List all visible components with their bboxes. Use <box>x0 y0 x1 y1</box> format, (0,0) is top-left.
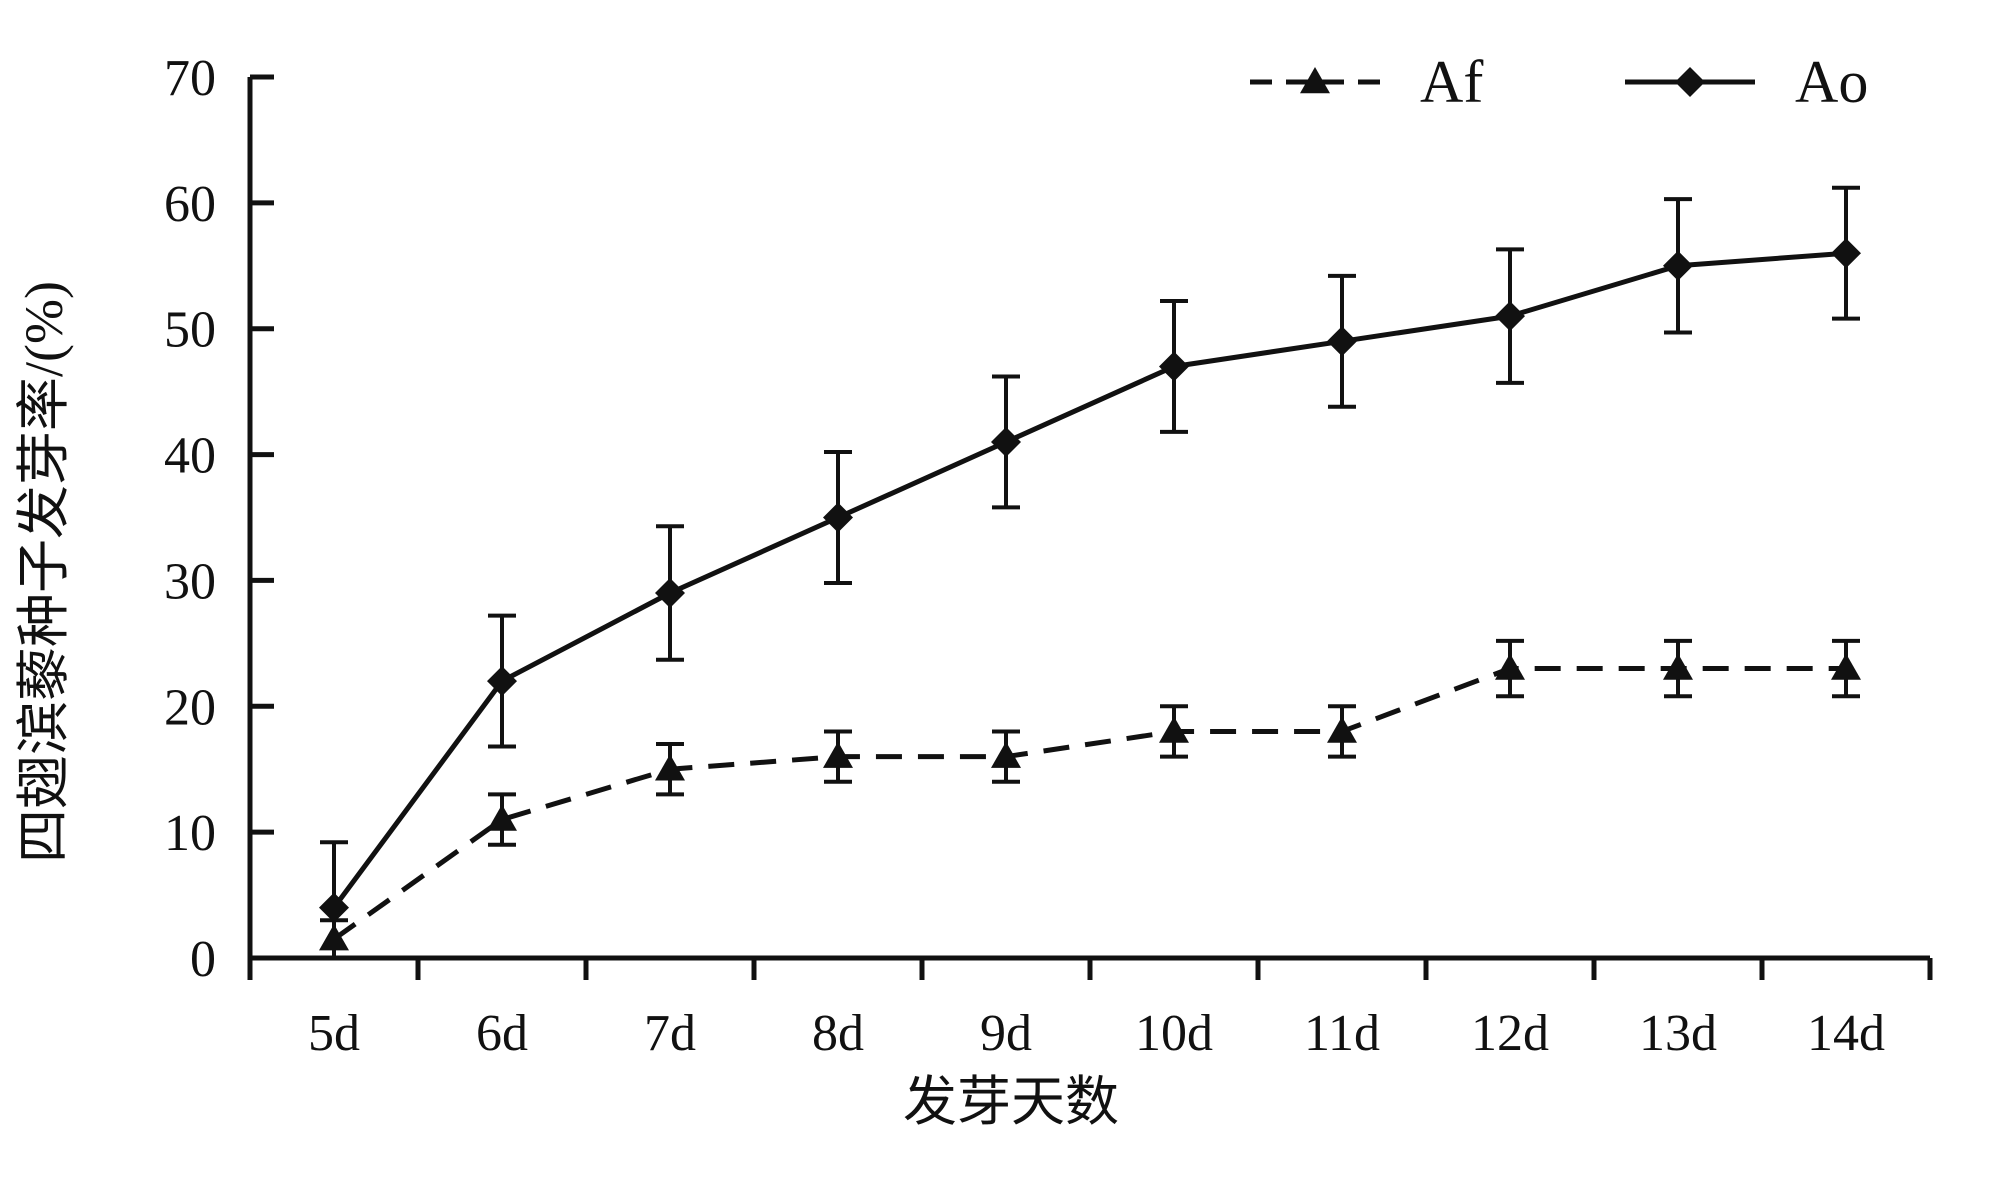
legend-item-ao: Ao <box>1625 49 1868 115</box>
y-tick-label: 30 <box>164 553 216 610</box>
data-point-af <box>823 741 853 768</box>
data-point-af <box>1327 716 1357 743</box>
y-tick-label: 70 <box>164 50 216 107</box>
x-tick-label: 6d <box>476 1005 528 1062</box>
y-tick-label: 50 <box>164 302 216 359</box>
data-point-ao <box>1159 351 1189 382</box>
legend-item-af: Af <box>1250 49 1483 115</box>
data-point-af <box>991 741 1021 768</box>
data-point-ao <box>487 666 517 697</box>
x-tick-label: 11d <box>1304 1005 1380 1062</box>
legend-marker-ao <box>1675 67 1705 97</box>
legend: Af Ao <box>1250 49 1868 115</box>
y-tick-label: 20 <box>164 679 216 736</box>
legend-label-ao: Ao <box>1795 49 1868 115</box>
x-axis-title: 发芽天数 <box>903 1072 1119 1132</box>
y-tick-label: 60 <box>164 176 216 233</box>
data-point-af <box>1663 653 1693 680</box>
x-tick-label: 9d <box>980 1005 1032 1062</box>
data-point-af <box>487 804 517 831</box>
series-line-ao <box>331 250 1847 910</box>
data-point-af <box>1495 653 1525 680</box>
data-point-ao <box>1831 238 1861 269</box>
data-point-af <box>655 754 685 781</box>
data-point-af <box>1159 716 1189 743</box>
x-axis-ticks: 5d 6d 7d 8d 9d 10d 11d 12d 13d 14d <box>247 958 1933 1062</box>
data-point-ao <box>319 892 349 923</box>
legend-label-af: Af <box>1420 49 1483 115</box>
data-point-af <box>1831 653 1861 680</box>
data-point-ao <box>1663 250 1693 281</box>
data-point-ao <box>991 426 1021 457</box>
legend-marker-af <box>1300 67 1330 94</box>
x-tick-label: 13d <box>1639 1005 1717 1062</box>
data-point-ao <box>1327 326 1357 357</box>
y-axis-ticks: 0 10 20 30 40 50 60 70 <box>164 50 274 988</box>
x-tick-label: 8d <box>812 1005 864 1062</box>
y-tick-label: 10 <box>164 805 216 862</box>
series-layer <box>319 185 1861 960</box>
x-tick-label: 14d <box>1807 1005 1885 1062</box>
data-point-ao <box>823 502 853 533</box>
y-tick-label: 40 <box>164 428 216 485</box>
x-tick-label: 5d <box>308 1005 360 1062</box>
series-ao <box>319 185 1861 960</box>
series-af <box>319 638 1861 960</box>
x-tick-label: 12d <box>1471 1005 1549 1062</box>
data-point-ao <box>1495 301 1525 332</box>
x-tick-label: 7d <box>644 1005 696 1062</box>
series-line-af <box>332 666 1846 942</box>
y-tick-label: 0 <box>190 931 216 988</box>
y-axis-title: 四翅滨藜种子发芽率/(%) <box>14 281 74 863</box>
x-tick-label: 10d <box>1135 1005 1213 1062</box>
data-point-ao <box>655 578 685 609</box>
